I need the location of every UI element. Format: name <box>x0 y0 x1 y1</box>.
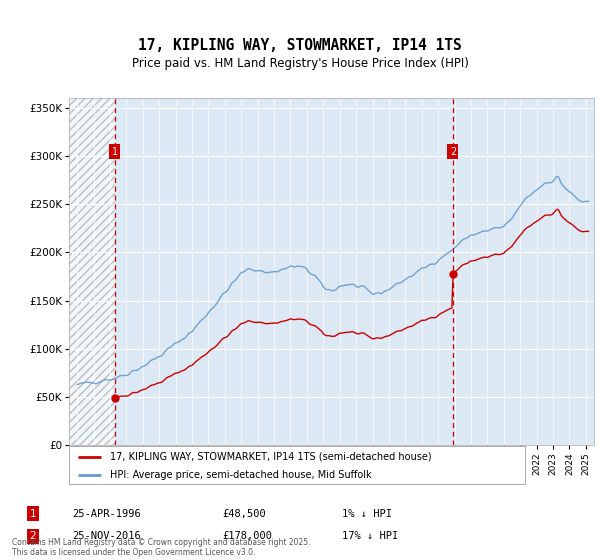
Text: 1: 1 <box>112 147 118 157</box>
Text: 2: 2 <box>450 147 456 157</box>
Text: 17, KIPLING WAY, STOWMARKET, IP14 1TS (semi-detached house): 17, KIPLING WAY, STOWMARKET, IP14 1TS (s… <box>110 452 431 462</box>
Text: £178,000: £178,000 <box>222 531 272 542</box>
Text: 1% ↓ HPI: 1% ↓ HPI <box>342 508 392 519</box>
Text: Contains HM Land Registry data © Crown copyright and database right 2025.
This d: Contains HM Land Registry data © Crown c… <box>12 538 311 557</box>
Text: HPI: Average price, semi-detached house, Mid Suffolk: HPI: Average price, semi-detached house,… <box>110 470 371 480</box>
Text: 17, KIPLING WAY, STOWMARKET, IP14 1TS: 17, KIPLING WAY, STOWMARKET, IP14 1TS <box>138 38 462 53</box>
Text: 1: 1 <box>29 508 37 519</box>
Bar <box>69 98 115 445</box>
Text: 25-NOV-2016: 25-NOV-2016 <box>72 531 141 542</box>
Text: £48,500: £48,500 <box>222 508 266 519</box>
Text: 2: 2 <box>29 531 37 542</box>
Text: 25-APR-1996: 25-APR-1996 <box>72 508 141 519</box>
Text: 17% ↓ HPI: 17% ↓ HPI <box>342 531 398 542</box>
Text: Price paid vs. HM Land Registry's House Price Index (HPI): Price paid vs. HM Land Registry's House … <box>131 57 469 70</box>
